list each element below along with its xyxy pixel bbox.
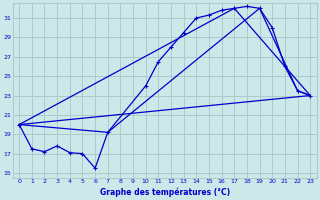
X-axis label: Graphe des températures (°C): Graphe des températures (°C) [100,187,230,197]
